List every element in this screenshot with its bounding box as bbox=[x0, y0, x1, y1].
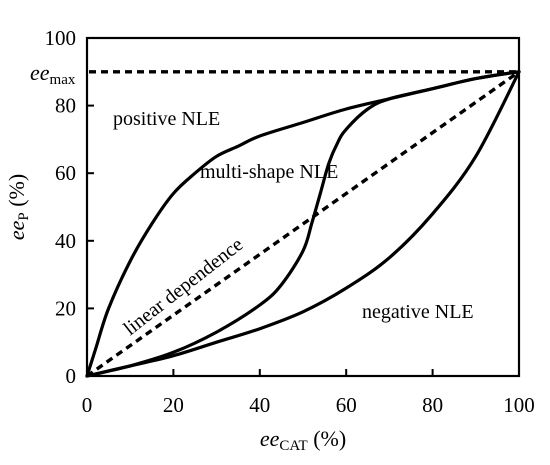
y-axis-title-main: ee bbox=[4, 220, 29, 240]
y-tick-label: 80 bbox=[55, 94, 76, 118]
x-axis-title: eeCAT (%) bbox=[260, 426, 346, 454]
y-axis-title: eeP (%) bbox=[4, 174, 32, 240]
x-tick-label: 80 bbox=[422, 393, 443, 417]
x-tick-label: 0 bbox=[82, 393, 93, 417]
series-line-multi-shape-nle bbox=[85, 70, 521, 378]
series-line-negative-nle bbox=[85, 70, 521, 378]
y-axis-title-sub: P bbox=[16, 212, 32, 220]
y-tick-label: 20 bbox=[55, 296, 76, 320]
y-axis-ticks: 0 20 40 60 80 100 bbox=[45, 26, 94, 388]
series-layer bbox=[85, 70, 521, 378]
x-tick-label: 20 bbox=[163, 393, 184, 417]
y-tick-label: 60 bbox=[55, 161, 76, 185]
ee-max-label: eemax bbox=[30, 60, 76, 88]
x-tick-label: 100 bbox=[503, 393, 535, 417]
y-axis-title-unit: (%) bbox=[4, 174, 29, 212]
plot-frame bbox=[85, 36, 521, 378]
y-tick-label: 100 bbox=[45, 26, 77, 50]
label-negative-nle: negative NLE bbox=[362, 301, 474, 323]
x-axis-title-unit: (%) bbox=[308, 426, 346, 451]
label-positive-nle: positive NLE bbox=[113, 108, 220, 130]
x-axis-title-main: ee bbox=[260, 426, 280, 451]
x-axis-title-sub: CAT bbox=[279, 438, 307, 454]
ee-max-main: ee bbox=[30, 60, 50, 85]
y-tick-label: 0 bbox=[66, 364, 77, 388]
x-tick-label: 40 bbox=[249, 393, 270, 417]
series-line-linear-dependence bbox=[86, 70, 520, 378]
x-axis-ticks: 0 20 40 60 80 100 bbox=[82, 369, 535, 417]
label-multi-shape-nle: multi-shape NLE bbox=[200, 161, 338, 183]
x-tick-label: 60 bbox=[336, 393, 357, 417]
ee-max-sub: max bbox=[50, 72, 76, 88]
y-tick-label: 40 bbox=[55, 229, 76, 253]
